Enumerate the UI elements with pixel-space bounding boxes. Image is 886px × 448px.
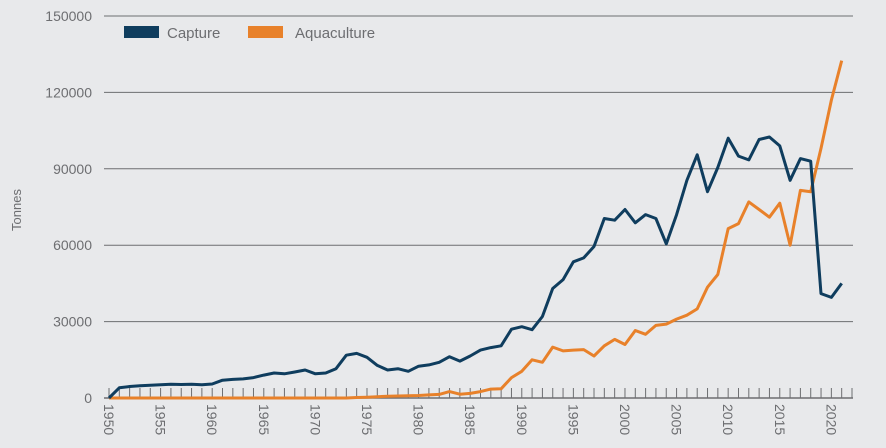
- legend-swatch-aquaculture: [248, 26, 283, 38]
- legend: Capture Aquaculture: [124, 25, 375, 42]
- y-axis-title: Tonnes: [9, 189, 24, 231]
- y-tick-label: 60000: [53, 237, 92, 253]
- x-tick-label: 2010: [720, 404, 736, 435]
- y-tick-labels: 0 30000 60000 90000 120000 150000: [45, 8, 92, 406]
- x-tick-label: 2000: [617, 404, 633, 435]
- x-tick-label: 2020: [823, 404, 839, 435]
- y-tick-label: 150000: [45, 8, 92, 24]
- x-tick-label: 1960: [204, 404, 220, 435]
- series-line-aquaculture: [109, 60, 844, 400]
- x-tick-label: 1995: [565, 404, 581, 435]
- gridlines: [104, 15, 853, 323]
- x-tick-labels: 1950 1955 1960 1965 1970 1975 1980 1985 1990 1995…: [101, 404, 839, 435]
- x-tick-label: 1955: [153, 404, 169, 435]
- legend-swatch-capture: [124, 26, 159, 38]
- x-tick-label: 1965: [256, 404, 272, 435]
- x-tick-label: 1985: [462, 404, 478, 435]
- y-tick-label: 30000: [53, 314, 92, 330]
- x-tick-label: 1980: [411, 404, 427, 435]
- y-tick-label: 120000: [45, 84, 92, 100]
- legend-label-capture: Capture: [167, 25, 220, 42]
- x-tick-label: 1950: [101, 404, 117, 435]
- x-tick-label: 1990: [514, 404, 530, 435]
- y-tick-label: 90000: [53, 161, 92, 177]
- series-lines: [107, 60, 844, 400]
- legend-label-aquaculture: Aquaculture: [295, 25, 375, 42]
- x-tick-label: 2015: [772, 404, 788, 435]
- y-tick-label: 0: [84, 390, 92, 406]
- x-tick-label: 1970: [307, 404, 323, 435]
- series-line-capture: [107, 135, 843, 400]
- x-tick-label: 2005: [669, 404, 685, 435]
- x-tick-label: 1975: [359, 404, 375, 435]
